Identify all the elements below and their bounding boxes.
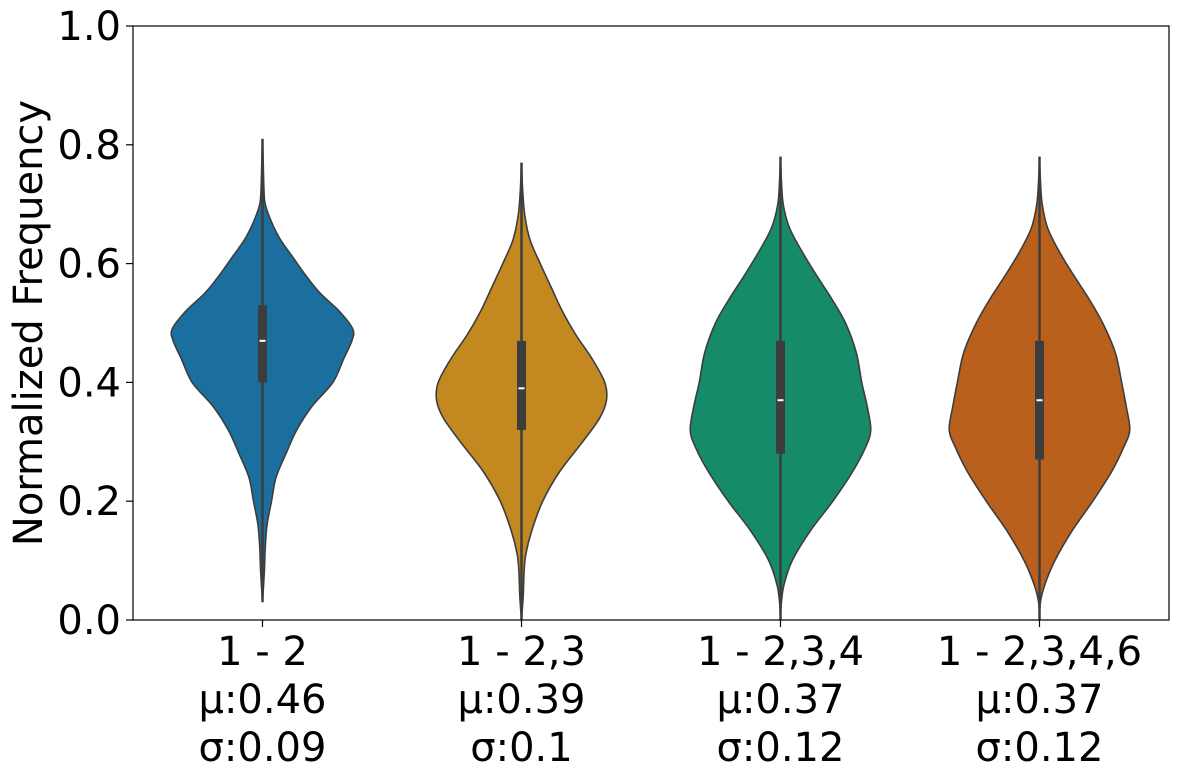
x-tick-mean-label: μ:0.37: [717, 677, 845, 723]
y-tick-label: 0.6: [57, 242, 121, 288]
x-axis: 1 - 2μ:0.46σ:0.09 1 - 2,3μ:0.39σ:0.1 1 - 2…: [199, 620, 1142, 771]
y-tick-label: 0.0: [57, 598, 121, 644]
violin-iqr-box: [258, 305, 267, 383]
y-tick-label: 0.2: [57, 479, 121, 525]
plot-frame: [132, 25, 1170, 621]
x-tick-mean-label: μ:0.39: [458, 677, 586, 723]
violin-group: [170, 138, 1131, 621]
x-tick-std-label: σ:0.1: [470, 725, 572, 771]
x-tick-std-label: σ:0.12: [976, 725, 1104, 771]
y-tick-label: 1.0: [57, 4, 121, 50]
y-tick-label: 0.4: [57, 360, 121, 406]
x-tick-std-label: σ:0.09: [199, 725, 327, 771]
x-tick-label: 1 - 2,3: [457, 629, 586, 675]
x-tick-mean-label: μ:0.46: [199, 677, 327, 723]
x-tick-std-label: σ:0.12: [717, 725, 845, 771]
x-tick-label: 1 - 2,3,4,6: [937, 629, 1142, 675]
x-tick-label: 1 - 2,3,4: [697, 629, 864, 675]
x-tick-label: 1 - 2: [217, 629, 308, 675]
x-tick-mean-label: μ:0.37: [976, 677, 1104, 723]
violin-iqr-box: [776, 340, 785, 454]
y-axis-label: Normalized Frequency: [6, 100, 52, 546]
y-tick-label: 0.8: [57, 123, 121, 169]
y-axis: 0.0 0.2 0.4 0.6 0.8 1.0: [57, 4, 133, 644]
violin-iqr-box: [517, 340, 526, 430]
